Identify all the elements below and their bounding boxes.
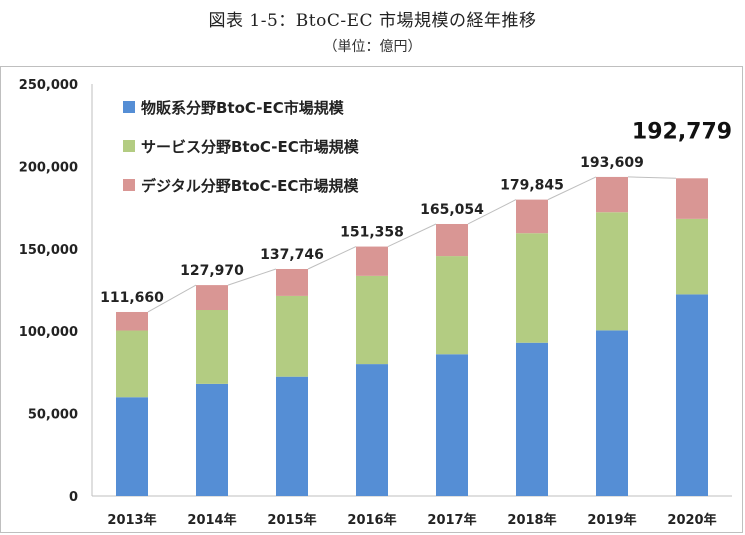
chart-title: 図表 1-5：BtoC-EC 市場規模の経年推移 [208, 11, 537, 31]
x-tick-label: 2016年 [347, 512, 396, 528]
legend-swatch-3 [123, 179, 135, 191]
bar-segment-2 [676, 218, 708, 295]
x-tick-label: 2020年 [667, 512, 716, 528]
total-label: 192,779 [632, 119, 732, 144]
bar-segment-3 [596, 176, 628, 213]
bar-segment-2 [116, 330, 148, 398]
legend-label-2: サービス分野BtoC-EC市場規模 [141, 138, 360, 156]
total-label: 165,054 [420, 202, 484, 218]
y-tick-label: 250,000 [19, 78, 78, 93]
x-tick-label: 2014年 [187, 512, 236, 528]
bar-segment-3 [276, 268, 308, 296]
chart-frame [0, 66, 743, 533]
connector-line [147, 284, 197, 313]
total-label: 179,845 [500, 178, 564, 194]
bar-segment-2 [516, 233, 548, 343]
legend-label-3: デジタル分野BtoC-EC市場規模 [141, 177, 359, 195]
connector-line [627, 176, 677, 179]
bar-segment-2 [596, 212, 628, 331]
bar-segment-1 [116, 397, 148, 496]
connector-line [467, 199, 517, 225]
bar-segment-2 [356, 275, 388, 365]
connector-line [547, 176, 597, 201]
bar-segment-1 [276, 376, 308, 496]
legend-swatch-2 [123, 140, 135, 152]
y-tick-label: 200,000 [19, 160, 78, 175]
bar-segment-3 [516, 199, 548, 234]
bar-segment-1 [676, 294, 708, 496]
bar-segment-3 [196, 285, 228, 311]
bar-segment-3 [676, 178, 708, 219]
x-tick-label: 2017年 [427, 512, 476, 528]
legend-swatch-1 [123, 101, 135, 113]
y-tick-label: 0 [69, 490, 78, 505]
connector-line [227, 268, 277, 286]
bar-segment-2 [436, 256, 468, 355]
bar-segment-1 [596, 330, 628, 496]
x-tick-label: 2013年 [107, 512, 156, 528]
y-tick-label: 100,000 [19, 325, 78, 340]
x-tick-label: 2019年 [587, 512, 636, 528]
x-tick-label: 2018年 [507, 512, 556, 528]
x-tick-label: 2015年 [267, 512, 316, 528]
bar-segment-1 [516, 342, 548, 496]
y-tick-label: 150,000 [19, 243, 78, 258]
total-label: 111,660 [100, 290, 164, 306]
bar-segment-1 [196, 383, 228, 496]
total-label: 151,358 [340, 225, 404, 241]
bar-segment-3 [436, 223, 468, 257]
total-label: 127,970 [180, 263, 244, 279]
connector-line [387, 223, 437, 248]
connector-line [307, 246, 357, 270]
bar-segment-1 [356, 364, 388, 496]
bar-segment-2 [276, 295, 308, 377]
bar-segment-1 [436, 354, 468, 496]
chart-subtitle: （単位：億円） [323, 39, 422, 55]
bar-segment-3 [356, 246, 388, 276]
y-tick-label: 50,000 [28, 408, 78, 423]
bar-segment-2 [196, 310, 228, 384]
total-label: 193,609 [580, 155, 644, 171]
legend-label-1: 物販系分野BtoC-EC市場規模 [141, 99, 345, 117]
bar-segment-3 [116, 311, 148, 331]
total-label: 137,746 [260, 247, 324, 263]
